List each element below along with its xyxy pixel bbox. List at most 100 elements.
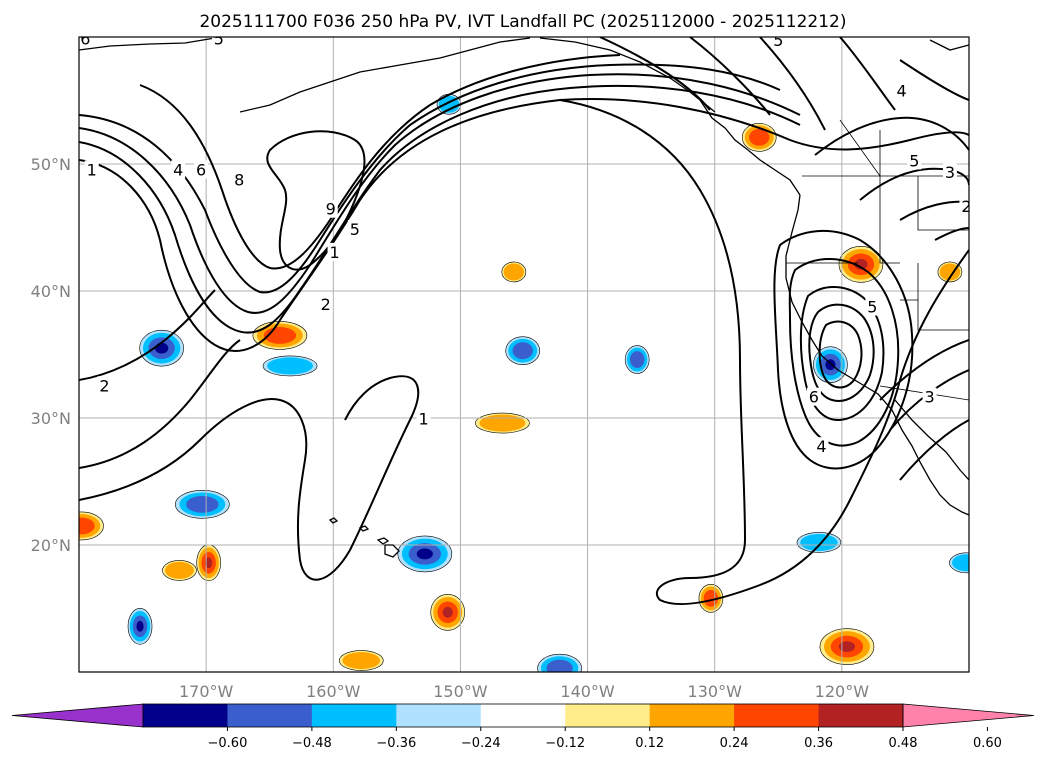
pv-label-bg [318, 294, 333, 313]
pv-label-bg [232, 170, 247, 189]
pv-label-bg [865, 297, 880, 316]
pv-contour-label: 6 [196, 160, 206, 179]
pv-label-bg [347, 220, 362, 239]
ivt-positive-blob-level [342, 652, 380, 670]
colorbar-segment [396, 704, 482, 727]
colorbar-segment [818, 704, 904, 727]
pv-contour-9-closed [266, 130, 366, 271]
x-tick-label: 150°W [433, 682, 488, 701]
ivt-positive-blob-level [939, 263, 961, 281]
colorbar-segment [649, 704, 735, 727]
pv-label-bg [79, 37, 93, 48]
ivt-negative-blob [505, 336, 541, 365]
y-tick-label: 50°N [31, 155, 71, 174]
pv-contour-1-central-east [559, 99, 969, 606]
state-borders [786, 176, 969, 401]
colorbar-tick-label: 0.60 [973, 736, 1002, 751]
x-tick-label: 170°W [179, 682, 234, 701]
pv-contour-2-east [773, 229, 914, 470]
colorbar-tick-label: 0.36 [804, 736, 833, 751]
hawaii-islands [328, 517, 400, 558]
pv-label-bg [211, 37, 226, 48]
coastline-british-columbia [699, 99, 801, 196]
ivt-positive-blob-level [854, 258, 868, 270]
pv-label-bg [942, 162, 957, 181]
ivt-positive-blob [501, 261, 527, 283]
ivt-positive-blob [79, 511, 104, 541]
pv-label-bg [922, 387, 937, 406]
pv-label-bg [894, 81, 909, 100]
pv-contour-2-southwest [79, 289, 241, 469]
pv-contour-label: 4 [173, 160, 183, 179]
pv-contour-label: 1 [329, 243, 339, 262]
ivt-positive-blob-level [749, 128, 770, 146]
ivt-negative-blob [624, 345, 650, 374]
pv-contour-1-west [79, 98, 969, 352]
pv-contour-label: 2 [961, 197, 971, 216]
axis-tick-labels: 170°W 160°W 150°W 140°W 130°W 120°W 50°N 40°N 30… [31, 155, 870, 701]
ivt-negative-blob [397, 535, 453, 573]
ivt-positive-blob [252, 321, 308, 350]
x-tick-label: 120°W [815, 682, 870, 701]
colorbar-tick-label: −0.24 [461, 736, 501, 751]
ivt-negative-blob-level [416, 548, 433, 560]
pv-label-bg [907, 151, 922, 170]
pv-label-bg [814, 437, 829, 456]
ivt-negative-blob-level [800, 533, 838, 551]
ivt-negative-blob-level [267, 357, 314, 375]
pv-contour-label: 2 [321, 295, 331, 314]
ivt-negative-blob-level [155, 342, 169, 354]
ivt-negative-blob [262, 355, 318, 377]
pv-contour-3-east [788, 258, 900, 447]
ivt-negative-blob-level [629, 351, 645, 368]
coastline-baja-gulf [894, 399, 969, 481]
colorbar-tick-label: −0.12 [545, 736, 585, 751]
pv-label-bg [84, 160, 99, 179]
pv-contour-label: 5 [867, 298, 877, 317]
pv-contour-label: 9 [326, 200, 336, 219]
chart-title: 2025111700 F036 250 hPa PV, IVT Landfall… [199, 12, 846, 32]
colorbar-segment [311, 704, 397, 727]
ivt-negative-blob-level [136, 620, 144, 632]
pv-contour-label: 2 [99, 376, 109, 395]
coastline-greenland-edge [929, 39, 969, 51]
colorbar-tick-label: −0.60 [208, 736, 248, 751]
ivt-positive-blob [338, 650, 384, 671]
pv-contour-label: 5 [773, 31, 783, 50]
colorbar-segment [565, 704, 651, 727]
ivt-negative-blob-level [512, 342, 533, 360]
ivt-positive-blob-level [479, 414, 526, 432]
y-tick-label: 30°N [31, 409, 71, 428]
pv-label-bg [194, 160, 209, 179]
colorbar-extend-max [902, 703, 1035, 728]
colorbar-segment [734, 704, 820, 727]
colorbar-tick-label: −0.48 [292, 736, 332, 751]
y-tick-label: 20°N [31, 536, 71, 555]
pv-label-bg [327, 242, 342, 261]
ivt-positive-blob [475, 412, 530, 434]
ivt-positive-blob [196, 544, 221, 582]
pv-contour-5-east [808, 303, 875, 402]
x-tick-label: 140°W [560, 682, 615, 701]
ivt-negative-blob [175, 490, 230, 519]
colorbar-segment [143, 704, 228, 727]
ivt-positive-blob-level [205, 557, 213, 569]
pv-contour-4-east [799, 285, 885, 422]
y-tick-label: 40°N [31, 282, 71, 301]
pv-contour-label: 4 [816, 437, 826, 456]
ivt-positive-blob [819, 628, 875, 665]
ivt-positive-blob [430, 594, 466, 631]
ivt-negative-blob [139, 329, 184, 367]
pv-contour-north-ridge [599, 37, 969, 131]
x-tick-label: 160°W [306, 682, 361, 701]
pv-label-bg [806, 387, 821, 406]
pv-contour-1-southwest [79, 375, 420, 581]
pv-label-bg [323, 199, 338, 218]
pv-contour-label: 5 [350, 220, 360, 239]
ivt-negative-blob [796, 532, 842, 553]
pv-contour-label: 5 [214, 30, 224, 49]
ivt-negative-blob-level [186, 495, 219, 513]
ivt-positive-blob-level [164, 561, 194, 579]
pv-label-bg [416, 409, 431, 428]
